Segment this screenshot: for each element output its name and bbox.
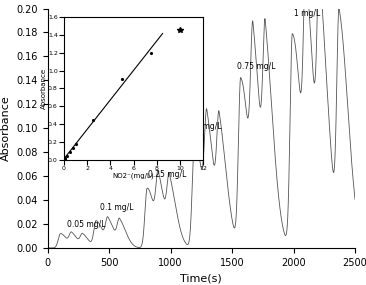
Text: 0.05 mg/L: 0.05 mg/L (67, 220, 105, 229)
Text: 0.25 mg/L: 0.25 mg/L (149, 170, 187, 178)
Y-axis label: Absorbance: Absorbance (41, 68, 46, 109)
Text: 0.5 mg/L: 0.5 mg/L (188, 122, 222, 131)
X-axis label: Time(s): Time(s) (180, 273, 222, 283)
X-axis label: NO2⁻(mg/L): NO2⁻(mg/L) (113, 172, 154, 179)
Y-axis label: Absorbance: Absorbance (1, 95, 11, 161)
Text: 0.75 mg/L: 0.75 mg/L (237, 62, 276, 71)
Text: 0.1 mg/L: 0.1 mg/L (100, 203, 134, 212)
Text: 1 mg/L: 1 mg/L (294, 9, 320, 18)
